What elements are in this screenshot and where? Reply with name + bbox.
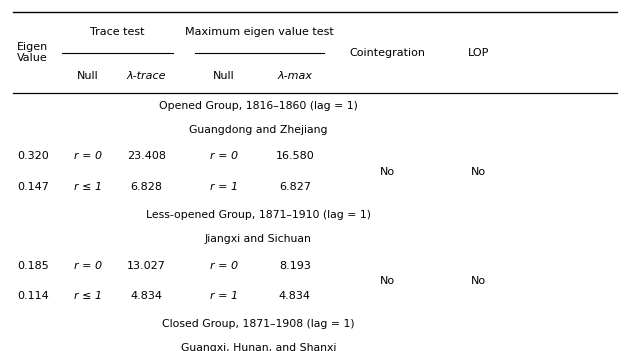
Text: Guangdong and Zhejiang: Guangdong and Zhejiang	[189, 125, 328, 135]
Text: Trace test: Trace test	[90, 27, 144, 37]
Text: Null: Null	[213, 71, 234, 81]
Text: 4.834: 4.834	[279, 291, 311, 301]
Text: r = 0: r = 0	[74, 151, 102, 161]
Text: r ≤ 1: r ≤ 1	[74, 182, 102, 192]
Text: 6.827: 6.827	[279, 182, 311, 192]
Text: Less-opened Group, 1871–1910 (lag = 1): Less-opened Group, 1871–1910 (lag = 1)	[146, 210, 371, 220]
Text: No: No	[471, 276, 486, 286]
Text: No: No	[471, 167, 486, 177]
Text: 0.147: 0.147	[17, 182, 49, 192]
Text: Closed Group, 1871–1908 (lag = 1): Closed Group, 1871–1908 (lag = 1)	[162, 319, 355, 329]
Text: Opened Group, 1816–1860 (lag = 1): Opened Group, 1816–1860 (lag = 1)	[159, 101, 358, 111]
Text: 0.185: 0.185	[17, 260, 49, 271]
Text: Jiangxi and Sichuan: Jiangxi and Sichuan	[205, 234, 312, 244]
Text: 8.193: 8.193	[279, 260, 311, 271]
Text: Cointegration: Cointegration	[350, 48, 425, 58]
Text: λ-trace: λ-trace	[127, 71, 166, 81]
Text: 6.828: 6.828	[130, 182, 162, 192]
Text: r = 0: r = 0	[210, 151, 238, 161]
Text: r ≤ 1: r ≤ 1	[74, 291, 102, 301]
Text: 13.027: 13.027	[127, 260, 166, 271]
Text: Guangxi, Hunan, and Shanxi: Guangxi, Hunan, and Shanxi	[181, 343, 336, 351]
Text: 4.834: 4.834	[130, 291, 162, 301]
Text: No: No	[380, 167, 395, 177]
Text: λ-max: λ-max	[277, 71, 312, 81]
Text: 0.114: 0.114	[17, 291, 49, 301]
Text: r = 1: r = 1	[210, 182, 238, 192]
Text: 16.580: 16.580	[275, 151, 314, 161]
Text: LOP: LOP	[468, 48, 490, 58]
Text: r = 0: r = 0	[74, 260, 102, 271]
Text: Eigen
Value: Eigen Value	[17, 42, 49, 64]
Text: No: No	[380, 276, 395, 286]
Text: Maximum eigen value test: Maximum eigen value test	[185, 27, 334, 37]
Text: 0.320: 0.320	[17, 151, 49, 161]
Text: Null: Null	[77, 71, 99, 81]
Text: r = 1: r = 1	[210, 291, 238, 301]
Text: 23.408: 23.408	[127, 151, 166, 161]
Text: r = 0: r = 0	[210, 260, 238, 271]
